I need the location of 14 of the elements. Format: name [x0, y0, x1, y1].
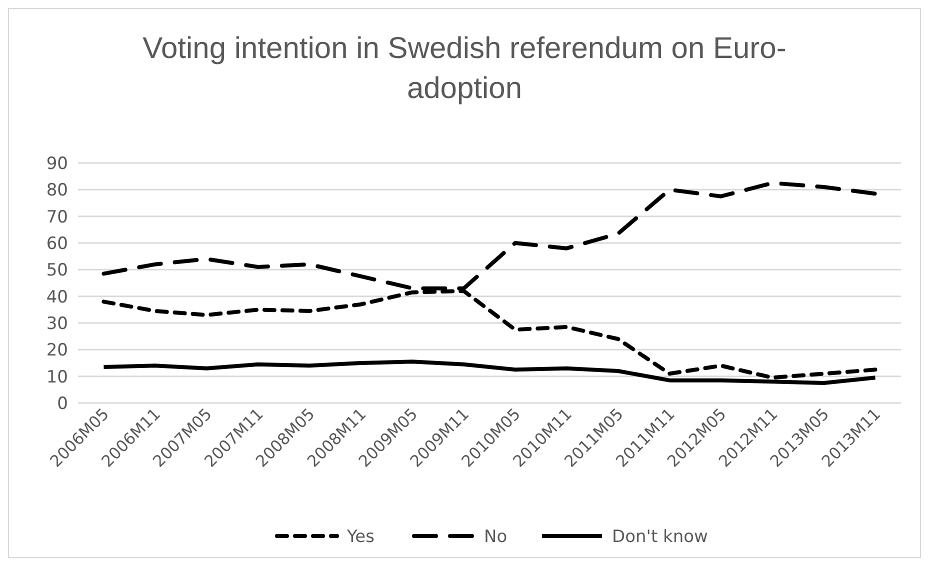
y-tick-label: 70 [46, 207, 68, 228]
y-tick-label: 60 [46, 234, 68, 254]
y-tick-label: 30 [46, 314, 68, 334]
y-tick-label: 50 [46, 260, 68, 281]
legend-label: No [484, 526, 508, 547]
legend-label: Don't know [612, 526, 708, 547]
legend-label: Yes [346, 526, 375, 547]
chart-title: Voting intention in Swedish referendum on Euro-adoption [142, 32, 786, 105]
y-tick-label: 40 [46, 287, 68, 308]
y-tick-label: 0 [57, 394, 68, 414]
y-tick-label: 90 [46, 154, 68, 174]
y-tick-label: 10 [46, 367, 68, 388]
y-tick-label: 80 [46, 180, 68, 201]
y-tick-label: 20 [46, 340, 68, 361]
